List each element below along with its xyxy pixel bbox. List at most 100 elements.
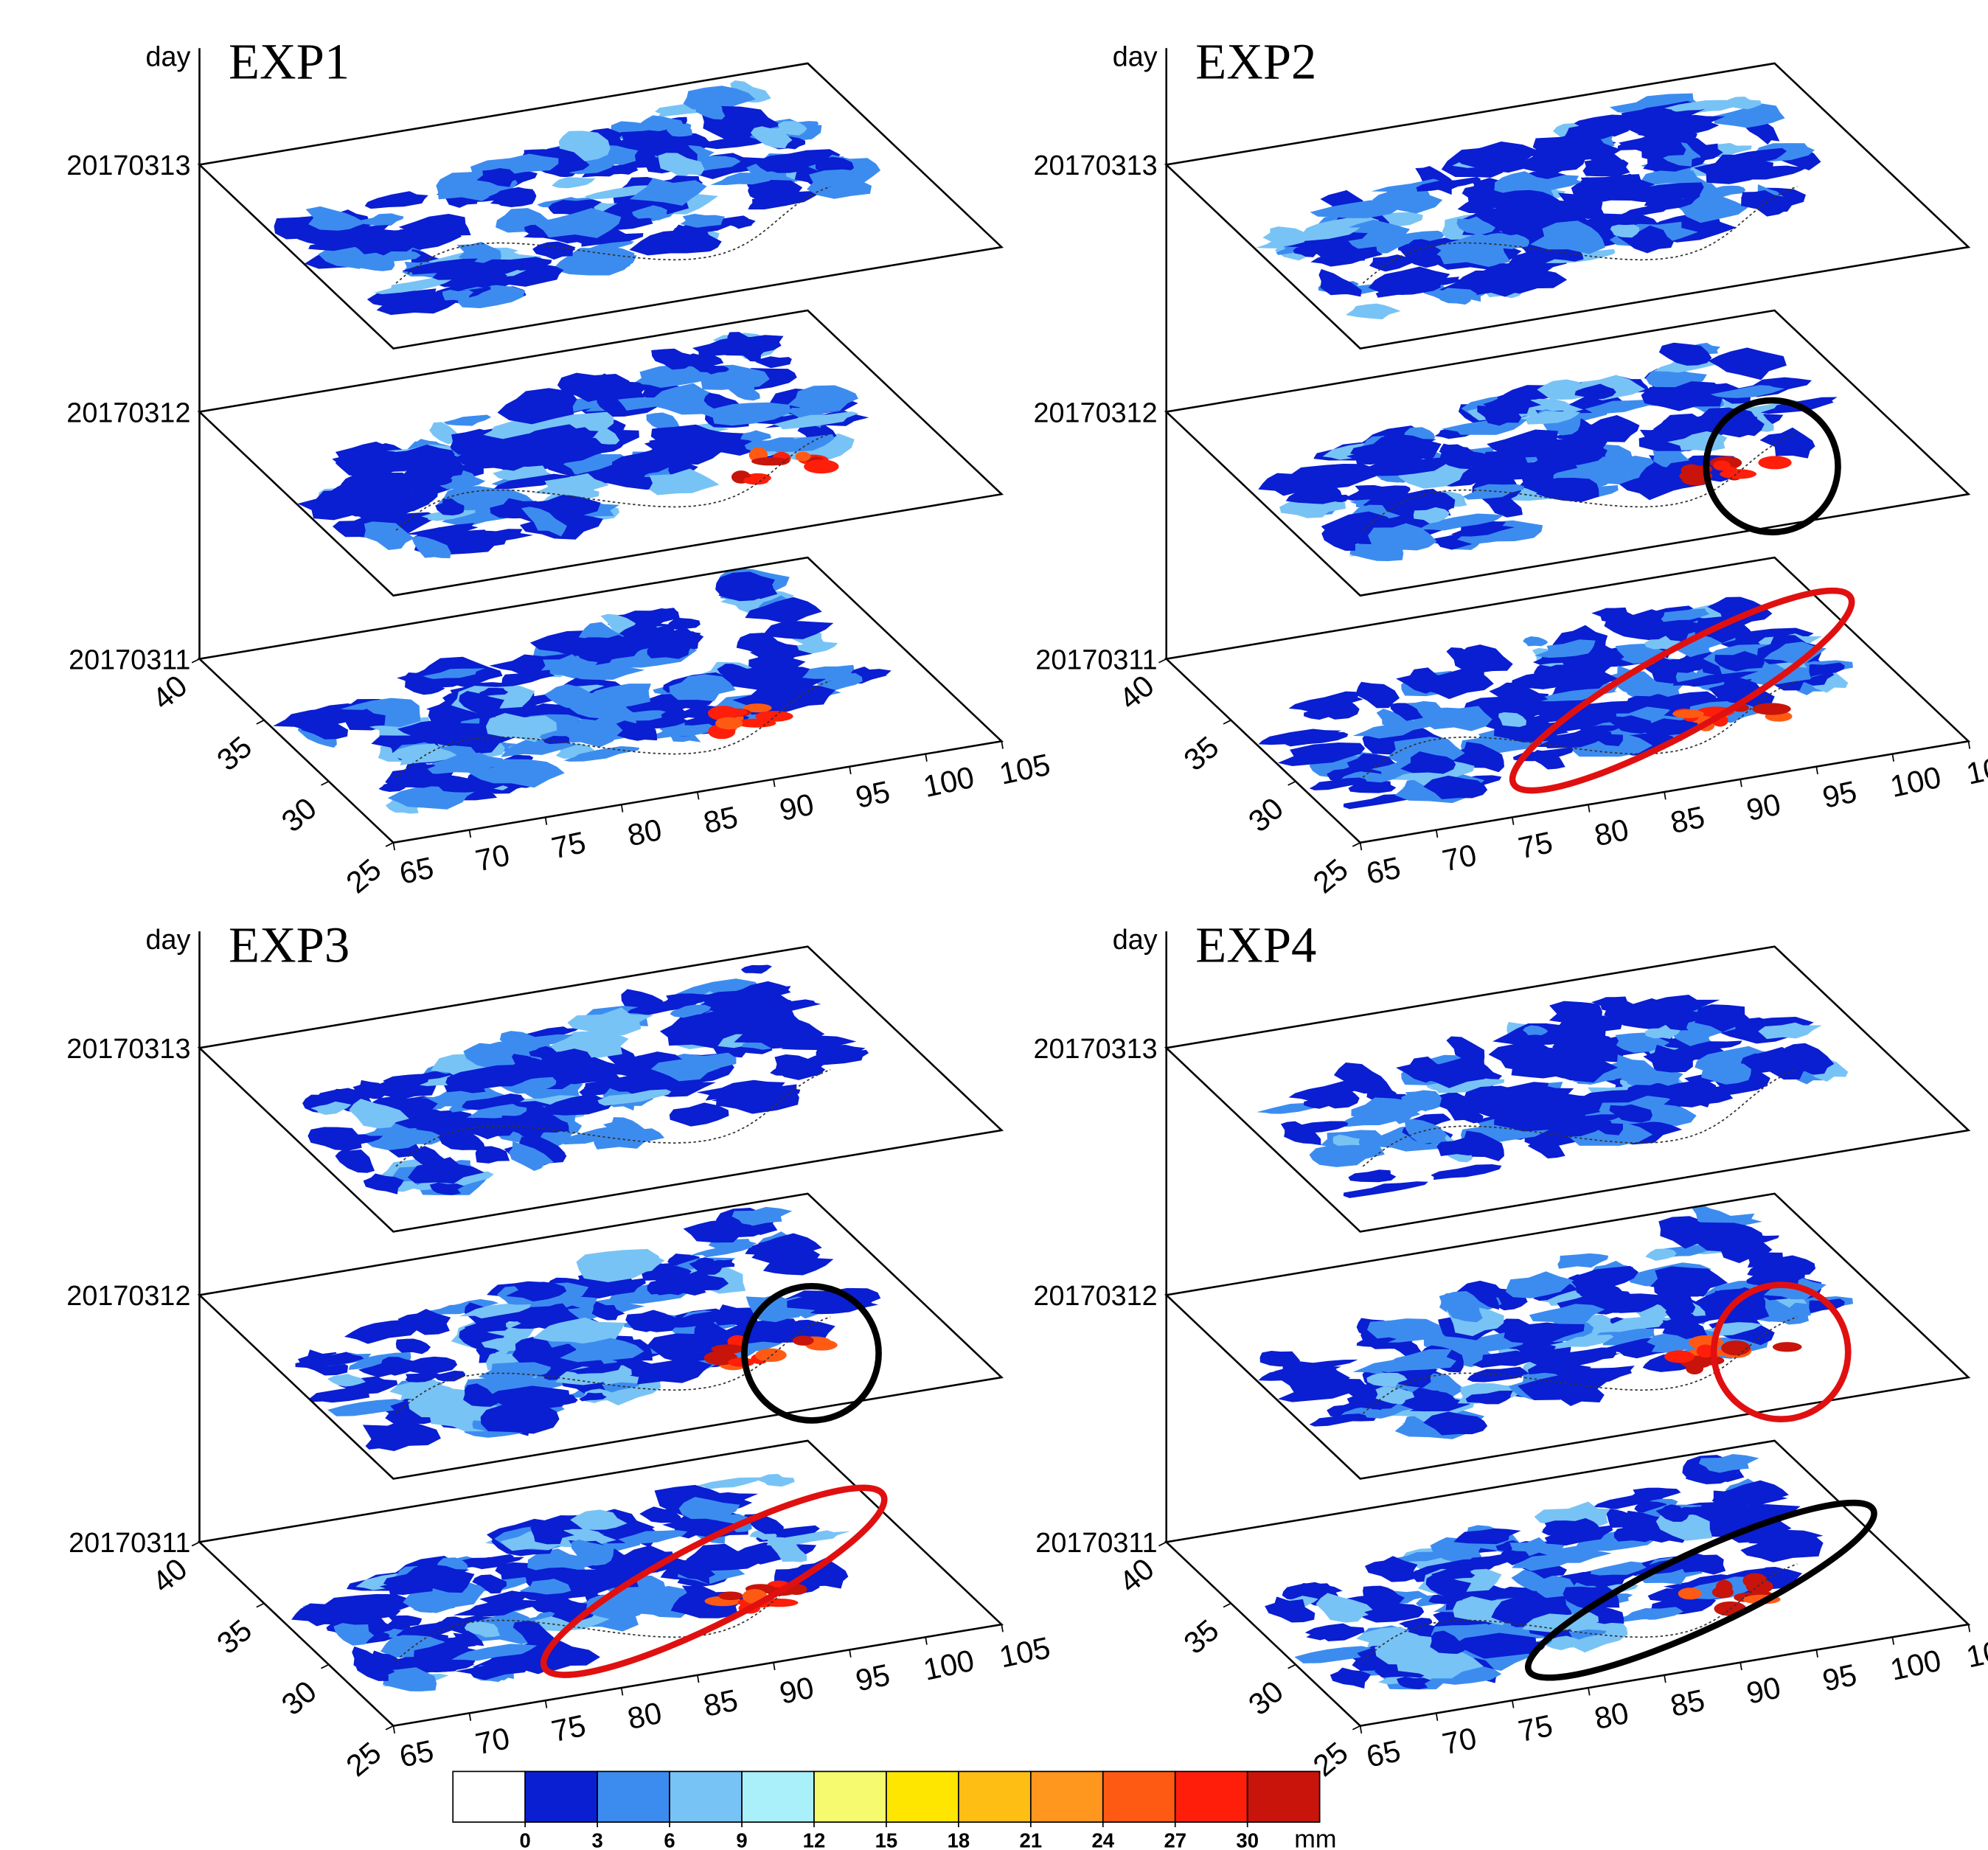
precip-patch	[552, 1602, 598, 1623]
tick-mark	[1588, 1687, 1591, 1696]
precip-patch	[1527, 1138, 1565, 1159]
date-label: 20170312	[1034, 397, 1158, 428]
tick-mark	[1815, 1649, 1818, 1658]
date-label: 20170311	[69, 644, 190, 675]
precip-patch	[571, 1539, 614, 1566]
tick-mark	[1359, 842, 1363, 851]
precip-patch	[512, 1336, 559, 1367]
lat-tick-label: 35	[210, 1613, 258, 1661]
precip-patch	[639, 625, 672, 647]
precip-patch	[728, 1357, 755, 1367]
precip-patch	[672, 224, 707, 244]
precip-patch	[650, 1058, 729, 1082]
plane-frame	[197, 945, 1004, 1233]
precip-patch	[781, 1034, 857, 1051]
precip-patch	[639, 1506, 684, 1523]
lon-tick-label: 95	[1820, 1658, 1860, 1698]
precip-patch	[755, 711, 793, 722]
precip-patch	[1483, 198, 1575, 224]
tick-mark	[1740, 779, 1742, 787]
precip-patch	[1304, 1623, 1365, 1641]
precip-patch	[1450, 521, 1515, 537]
lon-tick-label: 90	[1743, 1670, 1783, 1711]
precip-patch	[472, 1073, 538, 1090]
precip-patch	[459, 1304, 532, 1319]
lon-tick-label: 85	[1667, 1683, 1707, 1723]
date-label: 20170312	[1034, 1281, 1158, 1312]
precip-patch	[655, 424, 729, 452]
axis-label: day	[146, 925, 191, 956]
precip-patch	[567, 1007, 654, 1036]
precip-patch	[1330, 1667, 1372, 1689]
tick-mark	[849, 766, 852, 775]
precip-patch	[1477, 405, 1522, 426]
precip-patch	[1498, 712, 1527, 727]
tick-mark	[544, 1700, 548, 1708]
annotation-ellipse	[540, 1484, 888, 1678]
tick-mark	[392, 1725, 396, 1734]
tick-mark	[1740, 1662, 1742, 1671]
lon-tick-label: 65	[1363, 1733, 1403, 1774]
precip-patch	[1714, 102, 1785, 128]
colorbar-cell	[597, 1770, 670, 1823]
precip-patch	[1453, 141, 1540, 173]
precip-patch	[1356, 1337, 1397, 1347]
lon-tick-label: 80	[1591, 1696, 1631, 1736]
colorbar: 0 3 6 9 12 15 18 21 24 27 30 mm	[452, 1770, 1337, 1850]
precip-patch	[1706, 185, 1746, 198]
precip-patch	[349, 1099, 409, 1129]
lon-tick-label: 105	[1964, 748, 1988, 791]
date-label: 20170313	[1034, 1034, 1158, 1065]
precip-patch	[649, 1270, 729, 1296]
tick-mark	[1664, 791, 1666, 800]
precip-patch	[795, 451, 811, 462]
precip-patch	[1707, 597, 1773, 627]
precip-patch	[810, 1299, 879, 1315]
precip-patch	[1643, 1044, 1702, 1073]
date-label: 20170311	[1035, 1528, 1157, 1559]
precip-patch	[807, 169, 872, 199]
precip-patch	[717, 708, 748, 717]
border-line	[395, 1068, 831, 1167]
precip-patch	[1591, 996, 1636, 1012]
precip-patch	[1265, 1596, 1316, 1623]
precip-patch	[736, 718, 776, 728]
lon-tick-label: 90	[776, 787, 816, 827]
precip-patch	[597, 1089, 672, 1106]
precip-patch	[1315, 1085, 1360, 1109]
lon-tick-label: 105	[1964, 1630, 1988, 1674]
precip-patch	[1752, 1046, 1814, 1080]
date-label: 20170313	[66, 1034, 190, 1065]
precip-patch	[327, 1374, 366, 1387]
precip-patch	[1758, 1022, 1822, 1040]
lon-tick-label: 75	[549, 825, 588, 866]
precip-patch	[1593, 1491, 1682, 1510]
precip-patch	[464, 1621, 501, 1638]
precip-patch	[1711, 408, 1765, 437]
tick-mark	[256, 1602, 265, 1608]
plane-frame	[197, 1192, 1004, 1480]
precip-patch	[618, 1530, 688, 1545]
precip-patch	[1574, 383, 1616, 400]
tick-mark	[1359, 1725, 1363, 1734]
precip-patch	[1763, 641, 1827, 664]
tick-mark	[925, 1637, 928, 1645]
precip-patch	[1710, 385, 1785, 398]
precip-patch	[1534, 639, 1596, 658]
precip-patch	[1318, 268, 1362, 297]
precip-patch	[648, 723, 717, 739]
precip-patch	[1518, 1099, 1584, 1114]
colorbar-cell	[1246, 1770, 1321, 1823]
annotation-ellipse	[1509, 587, 1855, 794]
annotation-circle	[741, 1282, 882, 1424]
date-label: 20170311	[69, 1528, 190, 1559]
precip-patch	[1645, 1248, 1677, 1261]
precip-patch	[788, 385, 858, 414]
precip-patch	[1662, 1317, 1709, 1340]
precip-patch	[1344, 485, 1411, 501]
axis-label: day	[146, 41, 191, 72]
date-label: 20170313	[66, 150, 190, 181]
date-label: 20170311	[1035, 644, 1157, 675]
precip-patch	[699, 402, 791, 426]
